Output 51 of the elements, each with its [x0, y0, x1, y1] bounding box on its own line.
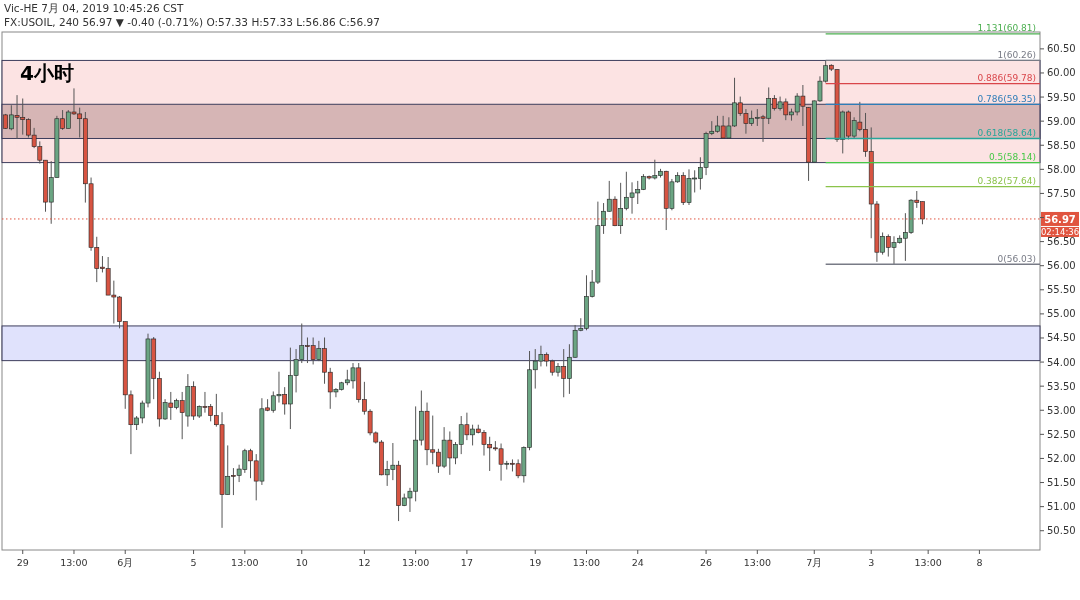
ref-line-label: 0.5(58.14)	[988, 152, 1036, 163]
x-tick-label: 19	[529, 557, 542, 568]
x-tick-label: 13:00	[914, 557, 942, 568]
ref-line-label: 56.97	[1044, 213, 1076, 225]
y-tick-label: 52.00	[1047, 452, 1076, 464]
y-tick-label: 55.00	[1047, 308, 1076, 320]
x-tick-label: 13:00	[572, 557, 601, 568]
y-tick-label: 60.50	[1047, 43, 1076, 55]
x-tick-label: 29	[16, 557, 29, 568]
y-tick-label: 57.50	[1047, 187, 1076, 199]
x-tick-label: 24	[631, 557, 644, 568]
x-tick-label: 17	[460, 557, 473, 568]
y-tick-label: 53.50	[1047, 380, 1076, 392]
y-tick-label: 56.00	[1047, 260, 1076, 272]
ref-line-label: 0.886(59.78)	[977, 73, 1036, 84]
y-tick-label: 54.50	[1047, 332, 1076, 344]
y-tick-label: 51.00	[1047, 501, 1076, 513]
y-tick-label: 58.50	[1047, 139, 1076, 151]
y-tick-label: 50.50	[1047, 525, 1076, 537]
y-tick-label: 59.50	[1047, 91, 1076, 103]
text: 4小时	[20, 61, 74, 85]
x-tick-label: 13:00	[743, 557, 772, 568]
x-tick-label: 12	[358, 557, 371, 568]
text: 02:14:36	[1040, 226, 1080, 237]
y-tick-label: 56.50	[1047, 236, 1076, 248]
ref-line-label: 0.618(58.64)	[977, 127, 1036, 138]
x-tick-label: 7月	[806, 557, 823, 568]
y-tick-label: 55.50	[1047, 284, 1076, 296]
y-tick-label: 52.50	[1047, 428, 1076, 440]
ref-line-label: 0.786(59.35)	[977, 93, 1036, 104]
ref-line-label: 1.131(60.81)	[977, 23, 1036, 34]
y-tick-label: 59.00	[1047, 115, 1076, 127]
x-tick-label: 13:00	[401, 557, 430, 568]
x-tick-label: 26	[700, 557, 713, 568]
x-tick-label: 10	[295, 557, 308, 568]
y-tick-label: 54.00	[1047, 356, 1076, 368]
y-tick-label: 60.00	[1047, 67, 1076, 79]
y-tick-label: 53.00	[1047, 404, 1076, 416]
text: Vic-HE 7月 04, 2019 10:45:26 CST	[4, 2, 184, 14]
x-tick-label: 13:00	[231, 557, 259, 568]
x-tick-label: 6月	[117, 557, 134, 568]
x-tick-label: 13:00	[60, 557, 88, 568]
ref-line-label: 0.382(57.64)	[977, 176, 1036, 187]
y-tick-label: 58.00	[1047, 163, 1076, 175]
x-tick-label: 5	[190, 557, 197, 568]
chart-subtitle: FX:USOIL, 240 56.97 ▼ -0.40 (-0.71%) O:57.33 H:57.33 L:56.86 C:56.97	[4, 16, 380, 28]
x-tick-label: 3	[868, 557, 875, 568]
ref-line-label: 1(60.26)	[997, 49, 1036, 60]
ref-line-label: 0(56.03)	[997, 253, 1036, 264]
y-tick-label: 51.50	[1047, 477, 1076, 489]
x-tick-label: 8	[976, 557, 983, 568]
